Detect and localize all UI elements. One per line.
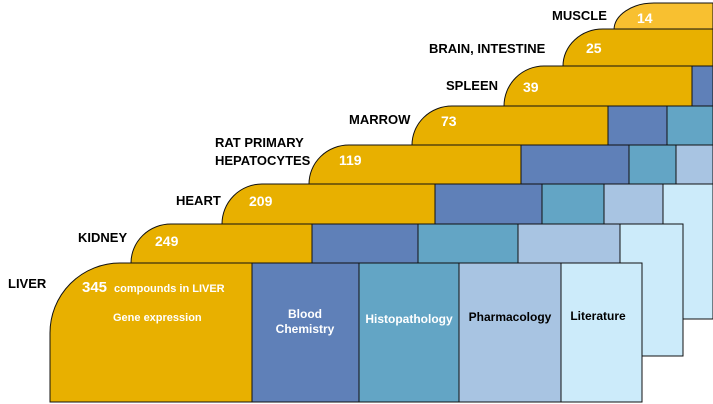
kidney-blood-chemistry bbox=[311, 223, 419, 264]
hepatocytes-label-line2: HEPATOCYTES bbox=[215, 153, 311, 168]
row-hepatocytes: RAT PRIMARY HEPATOCYTES 119 bbox=[215, 135, 713, 185]
brain-intestine-label: BRAIN, INTESTINE bbox=[429, 41, 546, 56]
hepatocytes-gene-bar bbox=[308, 144, 522, 185]
spleen-gene-bar bbox=[503, 65, 693, 107]
hepatocytes-count: 119 bbox=[339, 152, 362, 168]
marrow-blood-chemistry bbox=[607, 105, 668, 146]
kidney-gene-bar bbox=[130, 223, 313, 264]
row-marrow: MARROW 73 bbox=[349, 105, 713, 146]
literature-label: Literature bbox=[570, 309, 626, 323]
muscle-label: MUSCLE bbox=[552, 8, 607, 23]
kidney-pharmacology bbox=[517, 223, 621, 264]
liver-pharmacology bbox=[458, 262, 562, 403]
marrow-gene-bar bbox=[411, 105, 609, 146]
liver-count: 345 bbox=[82, 279, 107, 296]
row-liver: LIVER 345 compounds in LIVER Gene expres… bbox=[8, 262, 643, 403]
blood-chemistry-label-line1: Blood bbox=[288, 307, 322, 321]
heart-pharmacology bbox=[603, 183, 664, 225]
row-kidney: KIDNEY 249 bbox=[78, 223, 684, 357]
spleen-label: SPLEEN bbox=[446, 78, 498, 93]
liver-gene-expression-label: Gene expression bbox=[113, 312, 202, 324]
brain-intestine-count: 25 bbox=[586, 40, 602, 56]
kidney-label: KIDNEY bbox=[78, 230, 127, 245]
brain-gene-bar bbox=[562, 28, 713, 67]
liver-count-suffix: compounds in LIVER bbox=[114, 283, 225, 295]
liver-blood-chemistry bbox=[251, 262, 360, 403]
heart-blood-chemistry bbox=[434, 183, 543, 225]
row-brain-intestine: BRAIN, INTESTINE 25 bbox=[429, 28, 713, 67]
histopathology-label: Histopathology bbox=[365, 312, 453, 326]
hepatocytes-label-line1: RAT PRIMARY bbox=[215, 135, 304, 150]
liver-label: LIVER bbox=[8, 276, 47, 291]
kidney-histopathology bbox=[417, 223, 519, 264]
pharmacology-label: Pharmacology bbox=[469, 310, 552, 324]
marrow-histopathology bbox=[666, 105, 713, 146]
heart-gene-bar bbox=[221, 183, 436, 225]
muscle-count: 14 bbox=[637, 10, 653, 26]
liver-histopathology bbox=[358, 262, 460, 403]
spleen-count: 39 bbox=[523, 79, 539, 95]
heart-label: HEART bbox=[176, 193, 221, 208]
spleen-blood-chemistry bbox=[691, 65, 713, 107]
kidney-count: 249 bbox=[155, 233, 179, 249]
marrow-count: 73 bbox=[441, 113, 457, 129]
muscle-gene-bar bbox=[613, 2, 713, 31]
row-spleen: SPLEEN 39 bbox=[446, 65, 713, 107]
marrow-label: MARROW bbox=[349, 112, 411, 127]
hepatocytes-pharmacology bbox=[675, 144, 713, 185]
blood-chemistry-label-line2: Chemistry bbox=[276, 322, 335, 336]
hepatocytes-histopathology bbox=[628, 144, 677, 185]
liver-gene-bar bbox=[49, 262, 253, 403]
hepatocytes-blood-chemistry bbox=[520, 144, 630, 185]
heart-count: 209 bbox=[249, 193, 273, 209]
row-muscle: MUSCLE 14 bbox=[552, 2, 713, 31]
liver-literature bbox=[560, 262, 643, 403]
heart-histopathology bbox=[541, 183, 605, 225]
